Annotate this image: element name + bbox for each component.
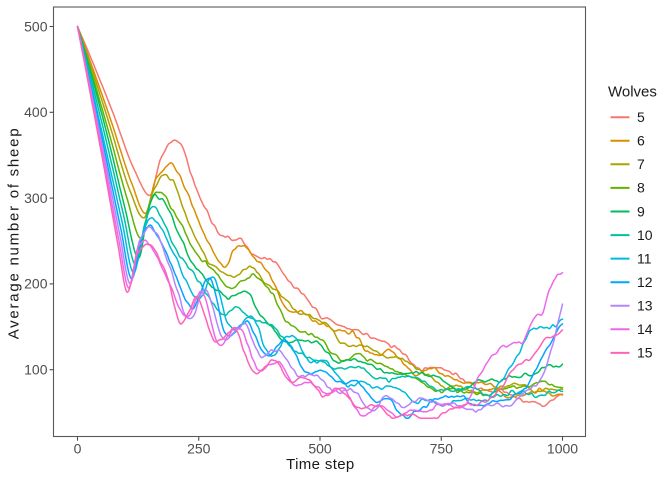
svg-text:400: 400 [24, 104, 48, 120]
svg-text:100: 100 [24, 362, 48, 378]
svg-text:6: 6 [637, 133, 645, 149]
svg-text:Time step: Time step [286, 456, 354, 473]
svg-text:8: 8 [637, 180, 645, 196]
svg-text:12: 12 [637, 274, 653, 290]
svg-text:11: 11 [637, 250, 652, 266]
svg-text:7: 7 [637, 156, 645, 172]
svg-text:1000: 1000 [547, 441, 578, 457]
svg-text:15: 15 [637, 345, 653, 361]
svg-text:5: 5 [637, 109, 645, 125]
svg-text:300: 300 [24, 190, 48, 206]
svg-text:Average number of sheep: Average number of sheep [6, 127, 23, 340]
svg-text:750: 750 [430, 441, 454, 457]
svg-text:9: 9 [637, 203, 645, 219]
svg-text:13: 13 [637, 298, 653, 314]
svg-text:500: 500 [24, 18, 48, 34]
svg-text:14: 14 [637, 321, 653, 337]
svg-text:200: 200 [24, 276, 48, 292]
svg-text:Wolves: Wolves [608, 84, 657, 101]
svg-text:10: 10 [637, 227, 653, 243]
svg-text:500: 500 [308, 441, 332, 457]
svg-text:250: 250 [187, 441, 211, 457]
svg-text:0: 0 [74, 441, 82, 457]
